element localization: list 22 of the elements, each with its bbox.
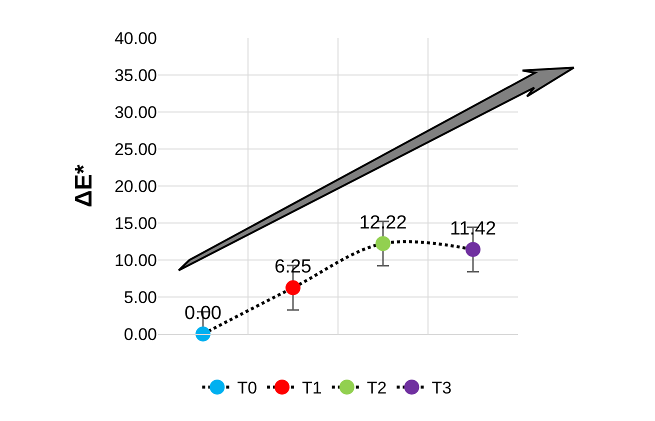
legend-label: T2	[366, 378, 387, 398]
data-label: 11.42	[450, 218, 496, 240]
y-tick-label: 0.00	[124, 324, 157, 344]
y-tick-label: 20.00	[114, 176, 157, 196]
point	[376, 236, 390, 252]
y-tick-label: 25.00	[114, 140, 157, 159]
y-tick-label: 5.00	[124, 288, 157, 307]
y-tick-label: 40.00	[114, 28, 157, 48]
point	[466, 242, 480, 257]
y-tick-label: 10.00	[114, 250, 157, 270]
legend-label: T0	[237, 378, 258, 398]
data-label: 0.00	[184, 302, 222, 324]
y-tick-label: 35.00	[114, 66, 157, 85]
data-label: 6.25	[274, 256, 312, 278]
point	[286, 280, 300, 296]
legend-label: T3	[432, 378, 452, 398]
y-tick-label: 15.00	[114, 214, 157, 233]
data-label: 12.22	[359, 212, 407, 234]
y-axis-title: ΔE*	[70, 164, 98, 208]
y-tick-label: 30.00	[114, 102, 157, 122]
legend-label: T1	[302, 378, 322, 398]
point	[196, 326, 210, 342]
